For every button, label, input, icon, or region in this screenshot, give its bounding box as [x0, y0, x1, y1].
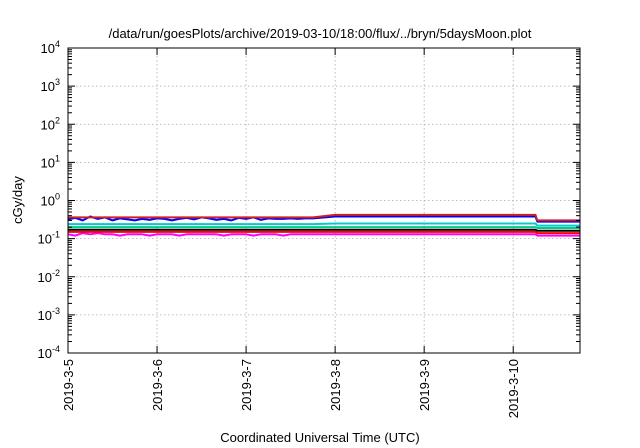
y-tick-label: 10-4: [38, 344, 60, 361]
x-tick-label: 2019-3-7: [239, 359, 254, 411]
y-tick-label: 103: [41, 77, 60, 94]
grid: [68, 48, 580, 353]
y-tick-label: 10-3: [38, 306, 60, 323]
series-line-1: [67, 232, 580, 237]
y-tick-label: 10-2: [38, 268, 60, 285]
y-tick-label: 100: [41, 192, 60, 209]
ticks: 10-4 10-3 10-2 10-1 100 101 102 103 104 2019-3-5 2…: [38, 39, 580, 418]
series-line-3: [68, 228, 580, 232]
y-tick-label: 102: [41, 115, 60, 132]
series-line-7: [68, 213, 580, 222]
x-axis-label: Coordinated Universal Time (UTC): [220, 430, 419, 445]
y-tick-label: 101: [41, 153, 60, 170]
series-line-6: [67, 215, 580, 223]
x-tick-label: 2019-3-5: [61, 359, 76, 411]
chart-title: /data/run/goesPlots/archive/2019-03-10/1…: [109, 26, 532, 41]
x-tick-label: 2019-3-9: [417, 359, 432, 411]
series-group: [67, 213, 580, 237]
y-tick-label: 10-1: [38, 230, 60, 247]
series-line-2: [68, 230, 580, 235]
y-tick-label: 104: [41, 39, 60, 56]
x-tick-label: 2019-3-6: [150, 359, 165, 411]
series-line-4: [68, 226, 580, 229]
x-tick-label: 2019-3-8: [328, 359, 343, 411]
series-line-5: [68, 222, 580, 227]
x-tick-label: 2019-3-10: [506, 359, 521, 418]
y-axis-label: cGy/day: [10, 176, 25, 224]
